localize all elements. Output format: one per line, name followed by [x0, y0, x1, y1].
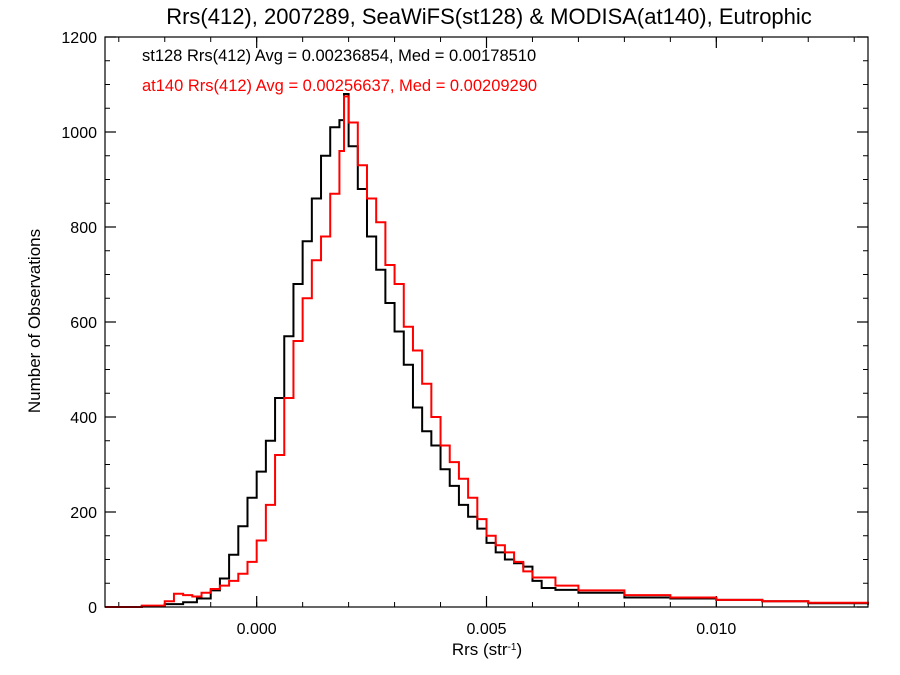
series-line-1 [105, 95, 869, 608]
y-axis-label: Number of Observations [25, 229, 44, 413]
series-layer [105, 93, 869, 608]
annotation-at140: at140 Rrs(412) Avg = 0.00256637, Med = 0… [142, 77, 537, 95]
plot-frame [104, 36, 869, 608]
x-axis-label-close: ) [516, 640, 522, 659]
x-tick-label: 0.005 [466, 621, 506, 638]
y-tick-label: 1200 [61, 30, 97, 47]
annotation-st128: st128 Rrs(412) Avg = 0.00236854, Med = 0… [142, 47, 536, 65]
x-tick-label: 0.010 [696, 621, 736, 638]
y-tick-label: 1000 [61, 125, 97, 142]
y-axis-label-group: Number of Observations [25, 229, 44, 413]
y-tick-label: 400 [70, 410, 97, 427]
chart-title: Rrs(412), 2007289, SeaWiFS(st128) & MODI… [166, 4, 812, 29]
y-tick-label: 200 [70, 505, 97, 522]
x-axis-label: Rrs (str-1) [452, 640, 522, 659]
x-tick-label: 0.000 [237, 621, 277, 638]
y-tick-label: 800 [70, 220, 97, 237]
y-tick-label: 0 [88, 600, 97, 617]
axis-tick-labels: 0.000 0.005 0.010 0 200 400 600 800 1000 1200 [61, 30, 736, 638]
y-tick-label: 600 [70, 315, 97, 332]
x-axis-label-sup: -1 [508, 642, 517, 653]
series-line-0 [105, 93, 869, 608]
x-axis-label-main: Rrs (str [452, 640, 508, 659]
